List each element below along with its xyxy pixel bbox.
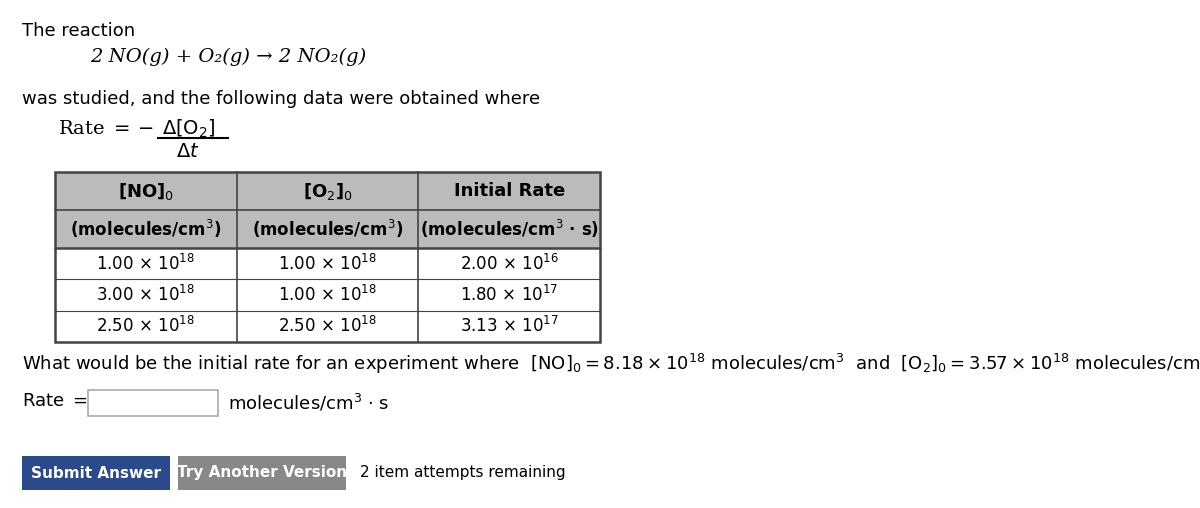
Text: [O$_2$]$_0$: [O$_2$]$_0$ <box>302 180 353 202</box>
Text: 2.50 × 10$^{18}$: 2.50 × 10$^{18}$ <box>278 316 377 336</box>
Text: Rate $= -$: Rate $= -$ <box>58 120 154 138</box>
Bar <box>88 390 218 416</box>
Text: 1.00 × 10$^{18}$: 1.00 × 10$^{18}$ <box>96 253 196 274</box>
Text: The reaction: The reaction <box>22 22 136 40</box>
Text: [NO]$_0$: [NO]$_0$ <box>118 180 174 202</box>
Text: 2.00 × 10$^{16}$: 2.00 × 10$^{16}$ <box>460 253 558 274</box>
Text: 1.80 × 10$^{17}$: 1.80 × 10$^{17}$ <box>460 285 558 305</box>
Text: (molecules/cm$^3$): (molecules/cm$^3$) <box>252 218 403 240</box>
Text: 2 NO(g) + O₂(g) → 2 NO₂(g): 2 NO(g) + O₂(g) → 2 NO₂(g) <box>90 48 366 66</box>
Text: 2.50 × 10$^{18}$: 2.50 × 10$^{18}$ <box>96 316 196 336</box>
Text: 1.00 × 10$^{18}$: 1.00 × 10$^{18}$ <box>278 253 377 274</box>
Text: was studied, and the following data were obtained where: was studied, and the following data were… <box>22 90 540 108</box>
Text: Try Another Version: Try Another Version <box>176 465 347 481</box>
Bar <box>55 172 600 342</box>
Text: (molecules/cm$^3$): (molecules/cm$^3$) <box>70 218 222 240</box>
Text: $\Delta t$: $\Delta t$ <box>176 142 199 161</box>
Text: 3.13 × 10$^{17}$: 3.13 × 10$^{17}$ <box>460 316 558 336</box>
Text: Submit Answer: Submit Answer <box>31 465 161 481</box>
Text: 2 item attempts remaining: 2 item attempts remaining <box>360 465 565 481</box>
Text: $\Delta[\mathrm{O_2}]$: $\Delta[\mathrm{O_2}]$ <box>162 118 216 140</box>
Text: Rate $=$: Rate $=$ <box>22 392 88 410</box>
Text: (molecules/cm$^3$ · s): (molecules/cm$^3$ · s) <box>420 218 599 240</box>
Text: 3.00 × 10$^{18}$: 3.00 × 10$^{18}$ <box>96 285 196 305</box>
Text: 1.00 × 10$^{18}$: 1.00 × 10$^{18}$ <box>278 285 377 305</box>
Bar <box>178 456 346 490</box>
Text: What would be the initial rate for an experiment where  $[\mathrm{NO}]_0 = 8.18 : What would be the initial rate for an ex… <box>22 352 1200 376</box>
Text: Initial Rate: Initial Rate <box>454 182 565 200</box>
Bar <box>55 172 600 248</box>
Text: molecules/cm$^3$ $\cdot$ s: molecules/cm$^3$ $\cdot$ s <box>228 392 389 413</box>
Bar <box>22 456 170 490</box>
